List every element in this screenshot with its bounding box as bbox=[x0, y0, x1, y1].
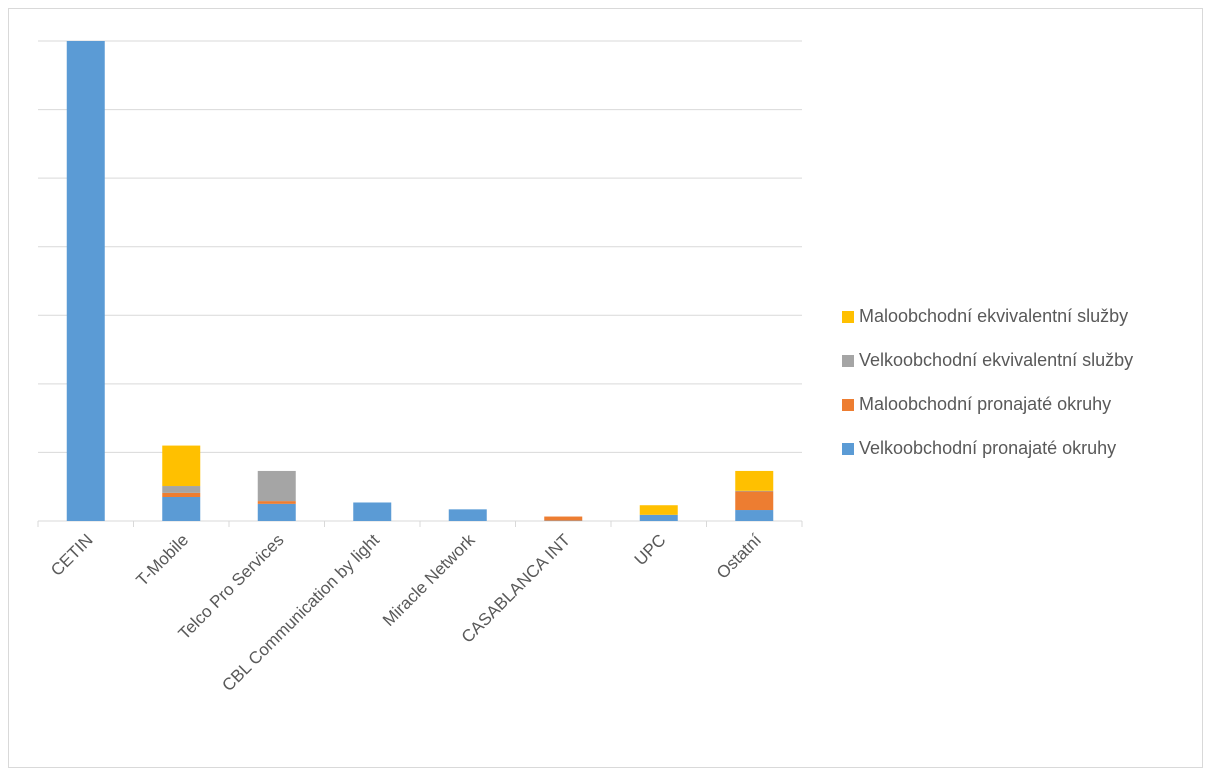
legend-swatch bbox=[842, 311, 854, 323]
legend-item: Velkoobchodní ekvivalentní služby bbox=[842, 350, 1133, 370]
x-tick-label: Ostatní bbox=[713, 530, 765, 582]
bar-segment bbox=[162, 493, 200, 497]
legend-label: Maloobchodní pronajaté okruhy bbox=[859, 394, 1111, 414]
legend-swatch bbox=[842, 443, 854, 455]
legend-label: Velkoobchodní ekvivalentní služby bbox=[859, 350, 1133, 370]
legend-item: Velkoobchodní pronajaté okruhy bbox=[842, 438, 1116, 458]
x-tick-label: UPC bbox=[631, 530, 670, 569]
bar-segment bbox=[449, 509, 487, 521]
bar-segment bbox=[544, 517, 582, 521]
bar-segment bbox=[735, 510, 773, 521]
legend-swatch bbox=[842, 355, 854, 367]
bar-segment bbox=[735, 491, 773, 492]
bar-segment bbox=[735, 492, 773, 511]
x-tick-label: Miracle Network bbox=[379, 530, 479, 630]
bars bbox=[67, 41, 774, 521]
bar-segment bbox=[735, 471, 773, 491]
legend-swatch bbox=[842, 399, 854, 411]
bar-segment bbox=[640, 505, 678, 515]
x-tick-label: CASABLANCA INT bbox=[458, 530, 574, 646]
bar-segment bbox=[258, 501, 296, 504]
gridlines bbox=[38, 41, 802, 452]
bar-segment bbox=[162, 446, 200, 486]
bar-segment bbox=[258, 504, 296, 521]
bar-segment bbox=[258, 471, 296, 501]
x-tick-label: Telco Pro Services bbox=[175, 530, 288, 643]
bar-segment bbox=[162, 486, 200, 493]
x-tick-label: T-Mobile bbox=[133, 530, 193, 590]
bar-segment bbox=[67, 41, 105, 521]
x-tick-label: CBL Communication by light bbox=[218, 530, 383, 695]
legend-label: Maloobchodní ekvivalentní služby bbox=[859, 306, 1128, 326]
legend-item: Maloobchodní ekvivalentní služby bbox=[842, 306, 1128, 326]
legend-item: Maloobchodní pronajaté okruhy bbox=[842, 394, 1111, 414]
x-tick-label: CETIN bbox=[47, 530, 96, 579]
bar-segment bbox=[162, 497, 200, 521]
legend-label: Velkoobchodní pronajaté okruhy bbox=[859, 438, 1116, 458]
x-axis-ticks bbox=[38, 521, 802, 527]
bar-segment bbox=[640, 515, 678, 521]
legend: Maloobchodní ekvivalentní služby Velkoobc… bbox=[842, 306, 1133, 458]
bar-segment bbox=[353, 502, 391, 521]
